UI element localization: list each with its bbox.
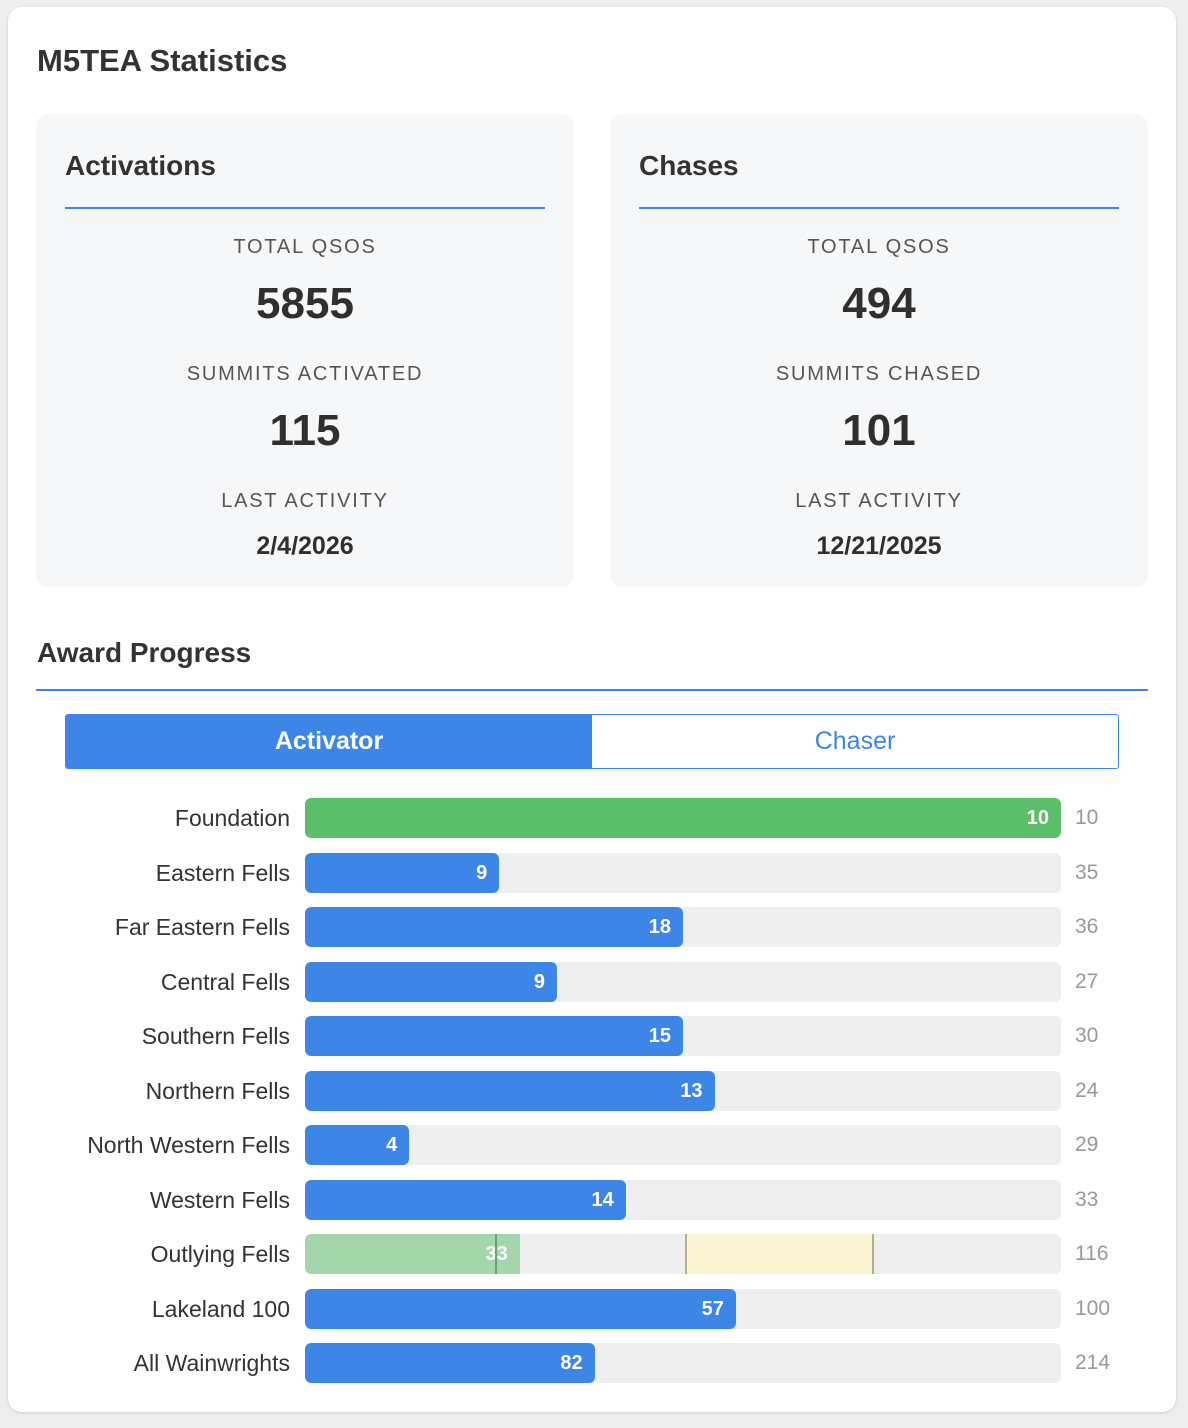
activations-total-qsos-value: 5855 bbox=[256, 279, 354, 328]
role-toggle: Activator Chaser bbox=[65, 714, 1119, 769]
award-row: All Wainwrights 82 214 bbox=[8, 1343, 1176, 1383]
progress-track: 15 bbox=[305, 1016, 1061, 1056]
progress-fill: 13 bbox=[305, 1070, 715, 1111]
chases-total-qsos-label: TOTAL QSOS bbox=[807, 236, 951, 258]
award-row-label: All Wainwrights bbox=[133, 1350, 290, 1376]
award-row-label: Outlying Fells bbox=[150, 1241, 290, 1267]
award-row: Southern Fells 15 30 bbox=[8, 1016, 1176, 1056]
award-row-label: Lakeland 100 bbox=[151, 1295, 290, 1322]
award-row-total: 100 bbox=[1075, 1296, 1111, 1320]
award-row-label: Southern Fells bbox=[141, 1023, 290, 1049]
progress-fill: 10 bbox=[305, 798, 1061, 838]
progress-fill: 4 bbox=[305, 1125, 410, 1165]
activations-divider bbox=[65, 207, 545, 209]
progress-fill: 14 bbox=[305, 1179, 626, 1220]
progress-fill: 33 bbox=[305, 1234, 520, 1274]
award-row-label: Central Fells bbox=[160, 968, 290, 995]
award-row-total: 29 bbox=[1075, 1133, 1099, 1156]
progress-fill: 57 bbox=[305, 1288, 736, 1329]
chases-heading: Chases bbox=[639, 150, 739, 181]
award-row-label: North Western Fells bbox=[87, 1132, 290, 1158]
award-row: Central Fells 9 27 bbox=[8, 961, 1176, 1002]
award-progress-divider bbox=[36, 689, 1148, 691]
award-progress-heading: Award Progress bbox=[37, 637, 252, 668]
summits-activated-value: 115 bbox=[269, 406, 341, 455]
activations-last-activity-value: 2/4/2026 bbox=[256, 532, 354, 560]
progress-track: 9 bbox=[305, 852, 1061, 893]
award-row-label: Northern Fells bbox=[145, 1077, 290, 1104]
award-row: Far Eastern Fells 18 36 bbox=[8, 907, 1176, 947]
tab-activator[interactable]: Activator bbox=[66, 715, 592, 768]
award-row: North Western Fells 4 29 bbox=[8, 1125, 1176, 1165]
award-row-label: Far Eastern Fells bbox=[114, 914, 290, 940]
tab-chaser[interactable]: Chaser bbox=[592, 715, 1118, 768]
award-row-total: 116 bbox=[1075, 1242, 1109, 1265]
award-row-total: 33 bbox=[1075, 1187, 1099, 1211]
award-row-total: 30 bbox=[1075, 1024, 1099, 1047]
progress-fill: 9 bbox=[305, 852, 500, 893]
award-row-total: 27 bbox=[1075, 969, 1099, 993]
stats-card: M5TEA Statistics Activations TOTAL QSOS … bbox=[8, 7, 1176, 1412]
award-row-total: 24 bbox=[1075, 1078, 1099, 1102]
progress-track: 13 bbox=[305, 1070, 1061, 1111]
progress-track: 33 bbox=[305, 1234, 1061, 1274]
award-row-label: Foundation bbox=[174, 805, 290, 831]
summits-activated-label: SUMMITS ACTIVATED bbox=[186, 363, 424, 385]
progress-track: 4 bbox=[305, 1125, 1061, 1165]
award-row: Eastern Fells 9 35 bbox=[8, 852, 1176, 893]
progress-fill: 18 bbox=[305, 907, 683, 947]
award-row: Lakeland 100 57 100 bbox=[8, 1288, 1176, 1329]
award-row-total: 10 bbox=[1075, 806, 1099, 829]
progress-fill: 9 bbox=[305, 961, 557, 1002]
activations-total-qsos-label: TOTAL QSOS bbox=[233, 236, 377, 258]
summits-chased-value: 101 bbox=[842, 406, 916, 455]
progress-track: 14 bbox=[305, 1179, 1061, 1220]
progress-marker bbox=[494, 1234, 497, 1274]
progress-track: 10 bbox=[305, 798, 1061, 838]
progress-fill: 82 bbox=[305, 1343, 595, 1383]
award-row: Foundation 10 10 bbox=[8, 798, 1176, 838]
award-row: Northern Fells 13 24 bbox=[8, 1070, 1176, 1111]
progress-track: 57 bbox=[305, 1288, 1061, 1329]
award-row-total: 35 bbox=[1075, 860, 1099, 884]
award-row: Outlying Fells 33 116 bbox=[8, 1234, 1176, 1274]
award-row-total: 214 bbox=[1075, 1351, 1111, 1374]
progress-track: 18 bbox=[305, 907, 1061, 947]
award-row-label: Western Fells bbox=[149, 1186, 290, 1213]
activations-heading: Activations bbox=[65, 150, 216, 181]
award-row-label: Eastern Fells bbox=[155, 859, 290, 886]
page-title: M5TEA Statistics bbox=[37, 43, 288, 78]
chases-total-qsos-value: 494 bbox=[842, 279, 916, 328]
award-row-total: 36 bbox=[1075, 915, 1099, 938]
activations-last-activity-label: LAST ACTIVITY bbox=[221, 490, 389, 512]
chases-divider bbox=[639, 207, 1119, 209]
summits-chased-label: SUMMITS CHASED bbox=[775, 363, 983, 385]
activations-panel: Activations TOTAL QSOS 5855 SUMMITS ACTI… bbox=[36, 114, 574, 587]
progress-track: 82 bbox=[305, 1343, 1061, 1383]
chases-panel: Chases TOTAL QSOS 494 SUMMITS CHASED 101… bbox=[610, 114, 1148, 587]
progress-zone bbox=[684, 1234, 875, 1274]
progress-fill: 15 bbox=[305, 1016, 683, 1056]
progress-track: 9 bbox=[305, 961, 1061, 1002]
chases-last-activity-label: LAST ACTIVITY bbox=[795, 490, 963, 512]
chases-last-activity-value: 12/21/2025 bbox=[816, 532, 942, 560]
award-row: Western Fells 14 33 bbox=[8, 1179, 1176, 1220]
